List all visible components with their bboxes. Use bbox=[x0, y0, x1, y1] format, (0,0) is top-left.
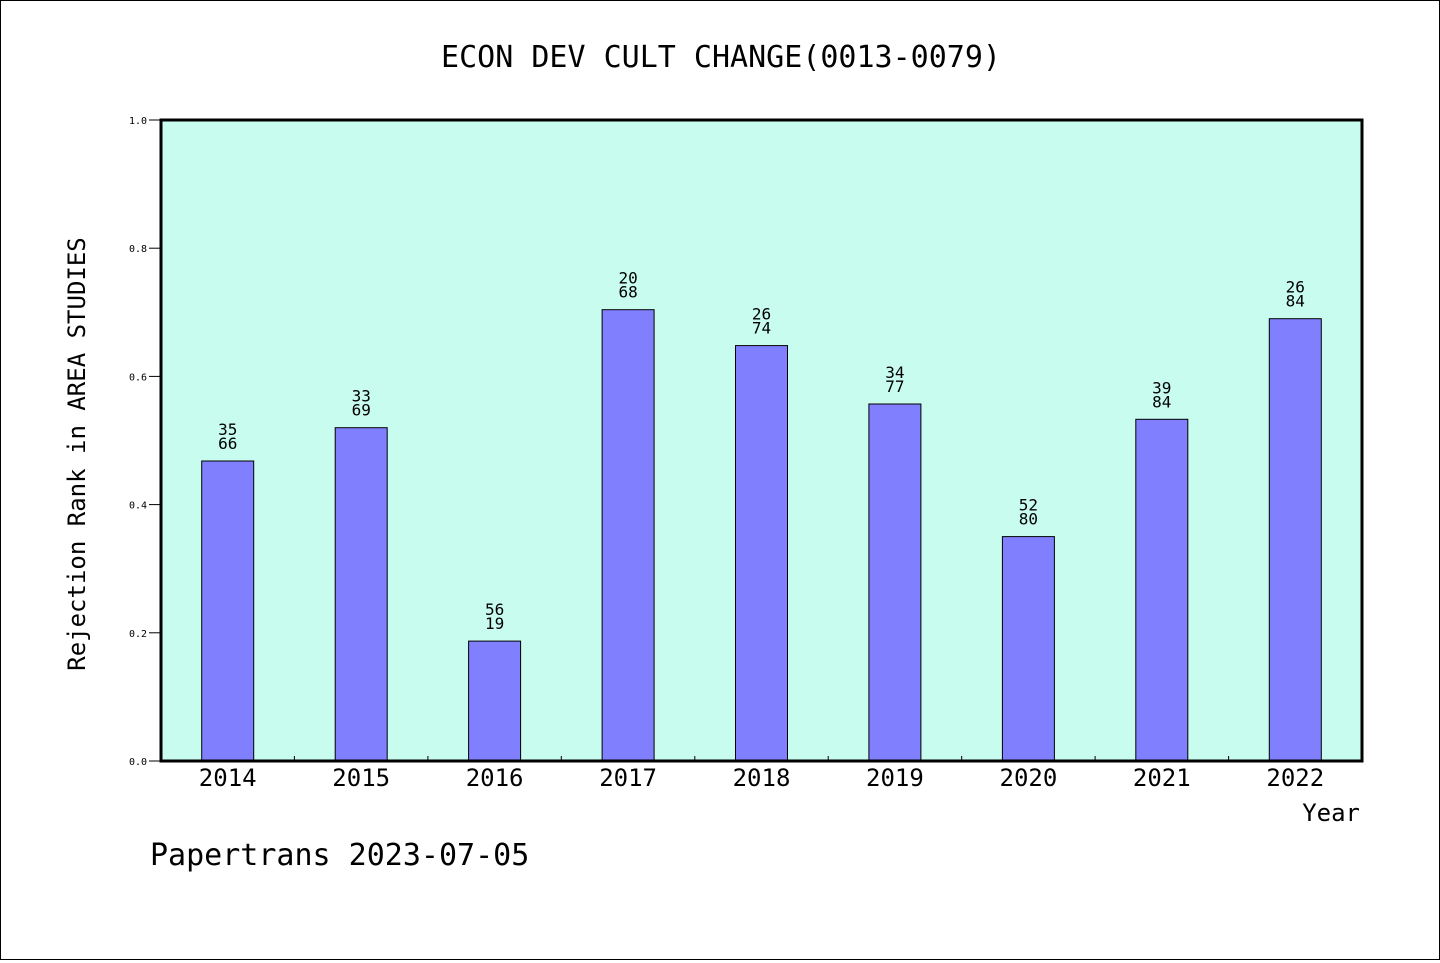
bar-2019 bbox=[868, 403, 922, 762]
bar-label-2014-2: 66 bbox=[218, 434, 237, 453]
x-tick-label-2020: 2020 bbox=[1000, 764, 1058, 792]
bar-2022 bbox=[1268, 318, 1322, 762]
plot-border bbox=[159, 118, 1364, 763]
y-tick-label-0.8: 0.8 bbox=[129, 244, 147, 255]
bars-group bbox=[201, 309, 1322, 762]
y-tick-label-0.0: 0.0 bbox=[129, 757, 147, 768]
bar-2020 bbox=[1001, 536, 1055, 762]
bar-label-2021-1: 39 bbox=[1152, 378, 1171, 397]
footer-text: Papertrans 2023-07-05 bbox=[150, 838, 529, 873]
x-tick-label-2018: 2018 bbox=[733, 764, 791, 792]
bar-2016 bbox=[468, 640, 522, 762]
x-tick-label-2017: 2017 bbox=[599, 764, 657, 792]
bar-2018 bbox=[735, 345, 788, 762]
bar-label-2016-1: 56 bbox=[485, 600, 504, 619]
bar-label-2019-2: 77 bbox=[885, 377, 904, 396]
bar-2017 bbox=[601, 309, 655, 762]
bar-label-2019-1: 34 bbox=[885, 363, 904, 382]
y-axis-label: Rejection Rank in AREA STUDIES bbox=[63, 237, 91, 670]
bar-label-2018-1: 26 bbox=[752, 305, 771, 324]
x-tick-label-2021: 2021 bbox=[1133, 764, 1191, 792]
x-tick-label-2015: 2015 bbox=[332, 764, 390, 792]
x-tick-label-2016: 2016 bbox=[466, 764, 524, 792]
bar-label-2022-2: 84 bbox=[1286, 292, 1305, 311]
x-tick-label-2014: 2014 bbox=[199, 764, 257, 792]
bar-2021 bbox=[1135, 418, 1189, 762]
bar-label-2015-1: 33 bbox=[352, 387, 371, 406]
bar-label-2021-2: 84 bbox=[1152, 392, 1171, 411]
x-tick-label-2019: 2019 bbox=[866, 764, 924, 792]
bar-label-2018-2: 74 bbox=[752, 319, 771, 338]
y-tick-label-0.6: 0.6 bbox=[129, 372, 147, 383]
bar-2015 bbox=[334, 427, 388, 762]
bar-label-2017-2: 68 bbox=[618, 283, 637, 302]
y-tick-label-1.0: 1.0 bbox=[129, 116, 147, 127]
chart-title: ECON DEV CULT CHANGE(0013-0079) bbox=[441, 40, 1001, 75]
bar-label-2022-1: 26 bbox=[1286, 278, 1305, 297]
bar-label-2017-1: 20 bbox=[618, 269, 637, 288]
y-tick-label-0.4: 0.4 bbox=[129, 501, 147, 512]
bar-label-2020-1: 52 bbox=[1019, 496, 1038, 515]
bar-label-2015-2: 69 bbox=[352, 401, 371, 420]
x-tick-label-2022: 2022 bbox=[1266, 764, 1324, 792]
y-ticks-group: 0.0 0.2 0.4 0.6 0.8 1.0 bbox=[129, 116, 161, 768]
bar-label-2016-2: 19 bbox=[485, 614, 504, 633]
bar-label-2020-2: 80 bbox=[1019, 510, 1038, 529]
bar-2014 bbox=[201, 460, 255, 762]
bar-label-2014-1: 35 bbox=[218, 420, 237, 439]
x-axis-label: Year bbox=[1302, 799, 1360, 827]
x-ticks-group: 2014 2015 2016 2017 2018 2019 2020 2021 2022 bbox=[199, 756, 1324, 792]
y-tick-label-0.2: 0.2 bbox=[129, 629, 147, 640]
